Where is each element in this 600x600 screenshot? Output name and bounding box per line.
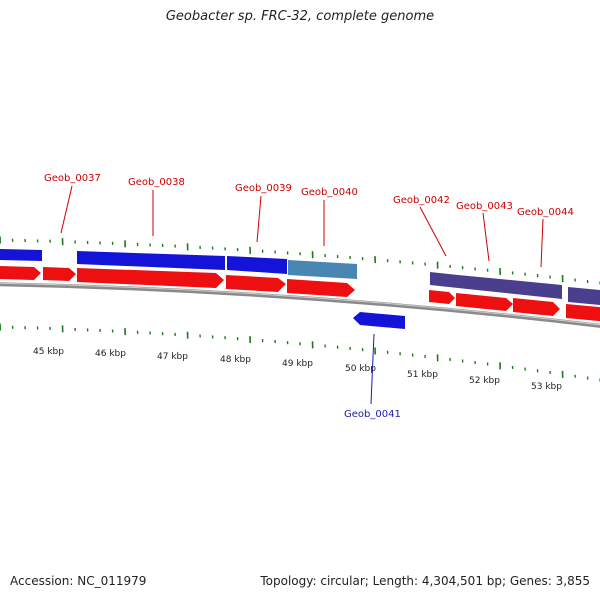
- gene-labels: Geob_0037 Geob_0038 Geob_0039 Geob_0040 …: [44, 173, 574, 420]
- scale-label: 53 kbp: [531, 382, 562, 392]
- gene-label-leaders: [60, 185, 544, 405]
- cds-feature[interactable]: [0, 249, 42, 261]
- genome-backbone-highlight: [0, 282, 600, 326]
- gene-arrow[interactable]: [566, 304, 600, 322]
- gene-arrow[interactable]: [77, 268, 224, 288]
- scale-label: 50 kbp: [345, 364, 376, 374]
- scale-label: 45 kbp: [33, 347, 64, 357]
- genome-title: Geobacter sp. FRC-32, complete genome: [165, 9, 435, 24]
- gene-arrow[interactable]: [0, 266, 41, 280]
- gene-arrow[interactable]: [226, 275, 286, 292]
- cds-feature[interactable]: [430, 272, 458, 288]
- scale-label: 51 kbp: [407, 370, 438, 380]
- cds-feature[interactable]: [458, 275, 562, 299]
- accession-text: Accession: NC_011979: [10, 574, 147, 588]
- cds-feature[interactable]: [568, 287, 600, 306]
- gene-arrow[interactable]: [429, 290, 455, 304]
- gene-label-geob-0038[interactable]: Geob_0038: [128, 177, 185, 188]
- forward-cds-track: [0, 249, 600, 306]
- gene-arrow[interactable]: [513, 298, 560, 316]
- cds-feature[interactable]: [227, 256, 287, 274]
- scale-label: 49 kbp: [282, 359, 313, 369]
- gene-label-geob-0042[interactable]: Geob_0042: [393, 195, 450, 206]
- reverse-cds-feature[interactable]: [353, 312, 405, 329]
- scale-labels: 45 kbp 46 kbp 47 kbp 48 kbp 49 kbp 50 kb…: [33, 347, 562, 392]
- scale-label: 52 kbp: [469, 376, 500, 386]
- scale-label: 47 kbp: [157, 352, 188, 362]
- cds-feature[interactable]: [288, 260, 357, 279]
- gene-label-geob-0041[interactable]: Geob_0041: [344, 409, 401, 420]
- gene-label-geob-0043[interactable]: Geob_0043: [456, 201, 513, 212]
- scale-label: 48 kbp: [220, 355, 251, 365]
- gene-label-geob-0044[interactable]: Geob_0044: [517, 207, 574, 218]
- gene-label-geob-0039[interactable]: Geob_0039: [235, 183, 292, 194]
- gene-label-geob-0040[interactable]: Geob_0040: [301, 187, 358, 198]
- cds-feature[interactable]: [77, 251, 225, 270]
- gene-arrow[interactable]: [287, 279, 355, 297]
- inner-tick-ring: [0, 323, 600, 382]
- outer-tick-ring: [0, 236, 600, 285]
- genome-summary-text: Topology: circular; Length: 4,304,501 bp…: [260, 574, 590, 588]
- forward-gene-track: [0, 266, 600, 322]
- gene-arrow[interactable]: [43, 267, 76, 281]
- scale-label: 46 kbp: [95, 349, 126, 359]
- gene-arrow[interactable]: [456, 293, 513, 311]
- genome-backbone: [0, 282, 600, 328]
- gene-label-geob-0037[interactable]: Geob_0037: [44, 173, 101, 184]
